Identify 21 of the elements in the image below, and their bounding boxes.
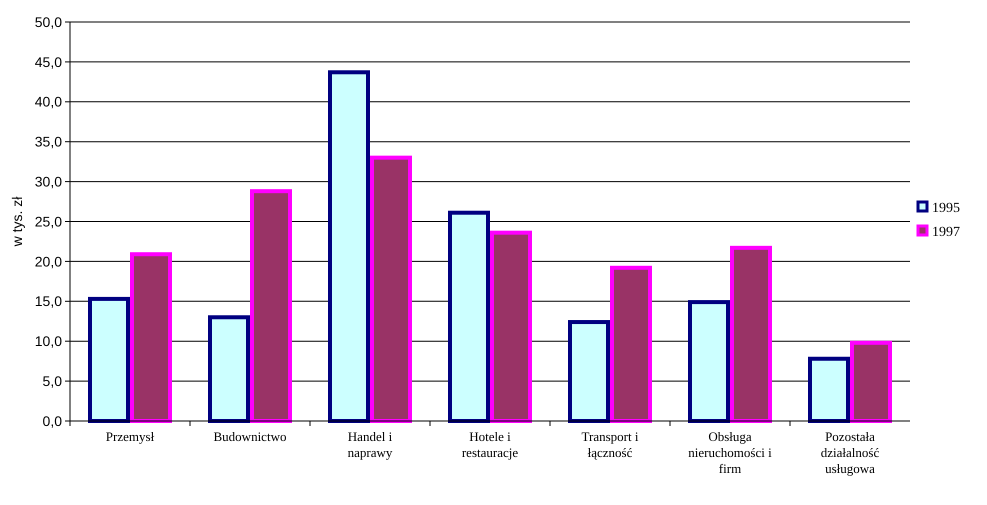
y-tick-label: 35,0 bbox=[34, 134, 62, 150]
x-tick-label: Handel i naprawy bbox=[348, 429, 393, 460]
legend-label: 1995 bbox=[932, 200, 960, 216]
y-tick-label: 20,0 bbox=[34, 253, 62, 270]
x-tick-label: Transport i łączność bbox=[582, 429, 639, 460]
y-tick-label: 45,0 bbox=[34, 54, 62, 70]
x-tick-label: Przemysł bbox=[106, 429, 155, 444]
y-tick-label: 40,0 bbox=[34, 94, 62, 110]
y-tick-label: 10,0 bbox=[34, 333, 62, 350]
y-tick-label: 30,0 bbox=[34, 174, 62, 190]
y-tick-label: 15,0 bbox=[34, 293, 62, 310]
x-tick-label: Hotele i restauracje bbox=[462, 429, 518, 460]
y-tick-label: 25,0 bbox=[34, 213, 62, 230]
x-tick-label: Pozostała działalność usługowa bbox=[820, 429, 880, 476]
x-tick-label: Budownictwo bbox=[214, 429, 286, 444]
y-axis-title: w tys. zł bbox=[9, 196, 25, 248]
y-tick-label: 50,0 bbox=[34, 14, 62, 30]
y-tick-label: 5,0 bbox=[42, 373, 62, 389]
y-tick-label: 0,0 bbox=[42, 412, 62, 429]
legend-label: 1997 bbox=[932, 224, 960, 240]
x-tick-label: Obsługa nieruchomości i firm bbox=[688, 429, 772, 476]
